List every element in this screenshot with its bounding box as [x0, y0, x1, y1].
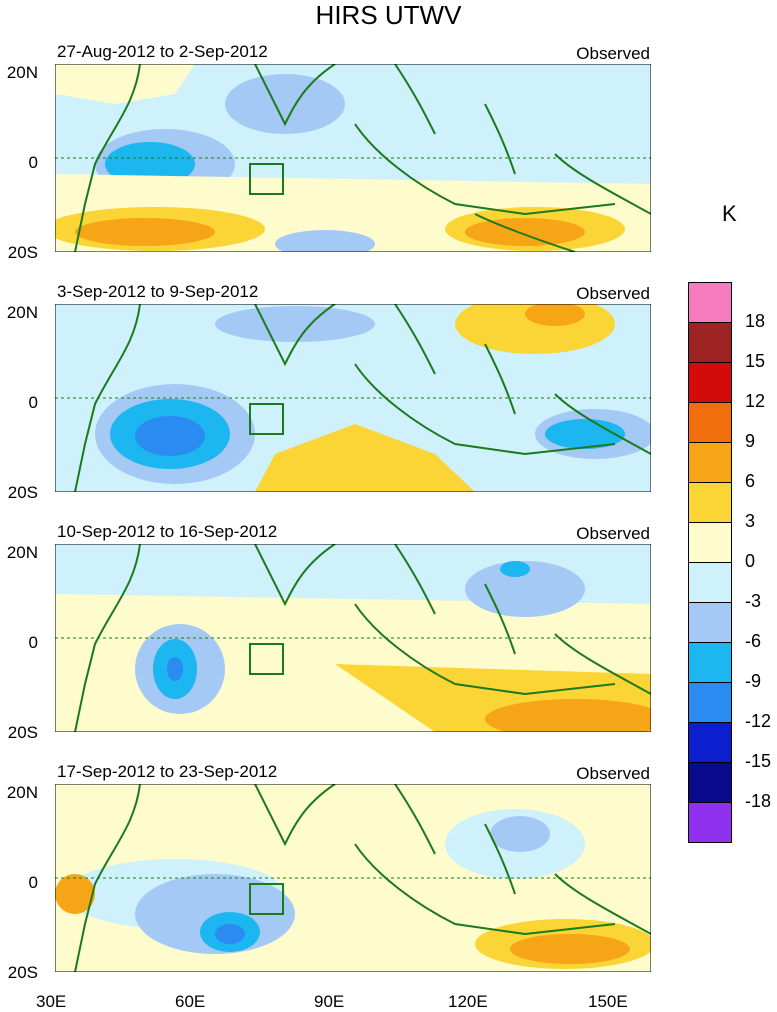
y-tick-20n: 20N: [6, 783, 38, 802]
observed-label: Observed: [576, 524, 650, 543]
colorbar-swatch: [688, 682, 732, 723]
y-tick-20s: 20S: [7, 243, 38, 262]
panel-date-range: 3-Sep-2012 to 9-Sep-2012: [57, 282, 259, 301]
colorbar-swatch: [688, 402, 732, 443]
colorbar-swatch: [688, 282, 732, 323]
colorbar-swatch: [688, 802, 732, 843]
colorbar-swatch: [688, 322, 732, 363]
colorbar-label: 3: [745, 511, 756, 531]
y-tick-20s: 20S: [7, 483, 38, 502]
colorbar-label: 0: [745, 551, 756, 571]
observed-label: Observed: [576, 764, 650, 783]
colorbar-label: 9: [745, 431, 756, 451]
colorbar-swatch: [688, 762, 732, 803]
map-panel-1: 27-Aug-2012 to 2-Sep-2012 Observed 20N 0…: [0, 42, 680, 282]
colorbar-label: -9: [745, 671, 762, 691]
y-tick-0: 0: [28, 153, 38, 172]
y-tick-0: 0: [28, 873, 38, 892]
x-tick-60e: 60E: [175, 992, 206, 1011]
y-tick-20n: 20N: [6, 303, 38, 322]
anomaly-map: [55, 64, 651, 252]
panel-date-range: 10-Sep-2012 to 16-Sep-2012: [57, 522, 278, 541]
colorbar-swatch: [688, 362, 732, 403]
anomaly-map: [55, 784, 651, 972]
x-tick-30e: 30E: [36, 992, 67, 1011]
map-panel-3: 10-Sep-2012 to 16-Sep-2012 Observed 20N …: [0, 522, 680, 762]
colorbar-label: -12: [745, 711, 772, 731]
colorbar-swatch: [688, 642, 732, 683]
y-tick-20n: 20N: [6, 63, 38, 82]
observed-label: Observed: [576, 284, 650, 303]
y-tick-0: 0: [28, 633, 38, 652]
colorbar-swatch: [688, 522, 732, 563]
colorbar-unit: K: [722, 201, 737, 226]
panel-date-range: 17-Sep-2012 to 23-Sep-2012: [57, 762, 278, 781]
y-tick-20s: 20S: [7, 723, 38, 742]
colorbar-swatch: [688, 442, 732, 483]
colorbar-label: 6: [745, 471, 756, 491]
colorbar-swatch: [688, 722, 732, 763]
colorbar-label: 15: [745, 351, 766, 371]
colorbar-label: 12: [745, 391, 766, 411]
colorbar-swatch: [688, 562, 732, 603]
colorbar-label: 18: [745, 311, 766, 331]
observed-label: Observed: [576, 44, 650, 63]
colorbar-label: -6: [745, 631, 762, 651]
y-tick-20n: 20N: [6, 543, 38, 562]
colorbar-label: -15: [745, 751, 772, 771]
anomaly-map: [55, 304, 651, 492]
anomaly-map: [55, 544, 651, 732]
colorbar-label: -18: [745, 791, 772, 811]
colorbar-swatch: [688, 602, 732, 643]
figure-title: HIRS UTWV: [315, 0, 462, 30]
x-tick-90e: 90E: [314, 992, 345, 1011]
x-tick-150e: 150E: [588, 992, 628, 1011]
map-panel-4: 17-Sep-2012 to 23-Sep-2012 Observed 20N …: [0, 762, 680, 1002]
panel-date-range: 27-Aug-2012 to 2-Sep-2012: [57, 42, 268, 61]
y-tick-20s: 20S: [7, 963, 38, 982]
y-tick-0: 0: [28, 393, 38, 412]
colorbar-swatch: [688, 482, 732, 523]
colorbar-label: -3: [745, 591, 762, 611]
x-tick-120e: 120E: [448, 992, 488, 1011]
map-panel-2: 3-Sep-2012 to 9-Sep-2012 Observed 20N 0 …: [0, 282, 680, 522]
